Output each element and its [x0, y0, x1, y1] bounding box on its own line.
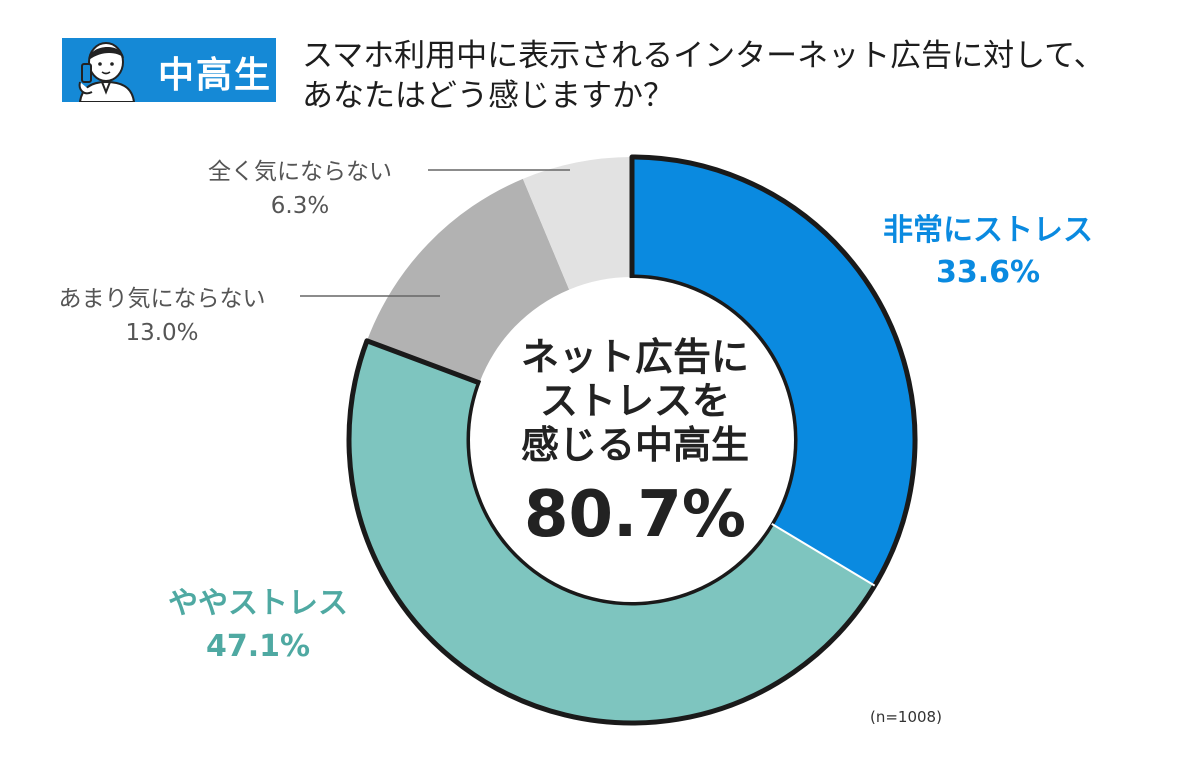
badge-label: 中高生: [158, 55, 273, 96]
slice-3: [522, 157, 632, 290]
donut-hole: [470, 278, 794, 602]
sample-size: (n=1008): [870, 708, 942, 726]
stress-outline: [346, 154, 918, 726]
slice-value-2: 13.0%: [125, 320, 198, 346]
slice-label-1: ややストレス: [168, 586, 348, 621]
leader-lines: [300, 169, 570, 297]
question-title: スマホ利用中に表示されるインターネット広告に対して、 あなたはどう感じますか？: [302, 38, 1105, 114]
slice-labels: 非常にストレス 33.6% ややストレス 47.1% あまり気にならない 13.0% 全く気…: [59, 159, 1094, 664]
slice-value-1: 47.1%: [206, 629, 310, 664]
student-with-phone-icon: [62, 38, 152, 102]
center-line-1: ネット広告に: [521, 335, 749, 379]
slice-label-3: 全く気にならない: [208, 159, 392, 185]
center-value: 80.7%: [524, 478, 746, 552]
slice-label-2: あまり気にならない: [59, 286, 266, 312]
slice-2: [366, 178, 570, 383]
slice-1: [348, 340, 875, 724]
center-line-2: ストレスを: [540, 379, 730, 423]
slice-divider: [771, 522, 876, 587]
center-summary: ネット広告に ストレスを 感じる中高生 80.7%: [521, 335, 749, 552]
slice-value-0: 33.6%: [936, 255, 1040, 290]
audience-badge: 中高生: [62, 38, 276, 102]
slice-label-0: 非常にストレス: [883, 213, 1093, 248]
center-line-3: 感じる中高生: [521, 423, 749, 467]
chart-slices: [346, 154, 918, 726]
slice-0: [632, 157, 915, 586]
slice-value-3: 6.3%: [271, 193, 329, 219]
